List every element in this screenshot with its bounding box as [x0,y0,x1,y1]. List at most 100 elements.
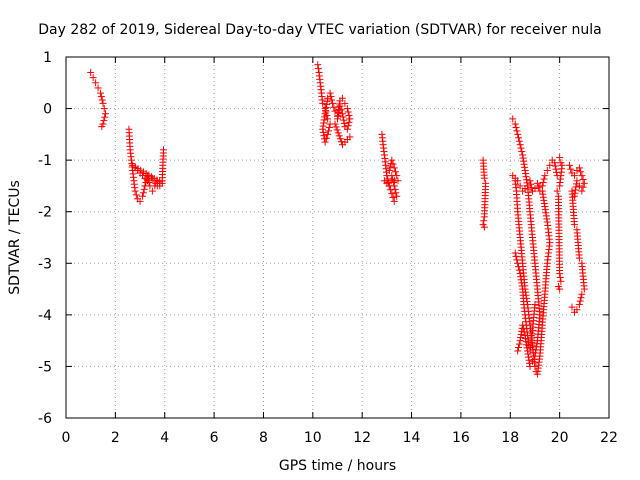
data-point [99,99,107,107]
data-point [541,172,549,180]
data-point [329,99,337,107]
data-point [577,294,585,302]
data-point [331,120,339,128]
data-point [335,132,343,140]
data-point [335,108,343,116]
data-point [334,129,342,137]
data-point [533,179,541,187]
data-point [389,194,397,202]
data-point [390,164,398,172]
x-axis-label: GPS time / hours [279,458,396,474]
data-point [535,183,543,191]
data-point [314,65,322,73]
data-point [514,130,522,138]
data-point [515,134,522,142]
x-tick-label: 22 [600,430,618,446]
data-point [132,191,140,199]
data-point [575,254,583,262]
data-point [321,135,329,143]
data-point [326,89,334,97]
data-point [514,347,522,355]
data-point [556,154,564,162]
data-point [324,130,332,138]
data-point [131,187,139,195]
data-point [145,178,153,186]
data-point [319,128,327,136]
data-point [512,252,520,260]
x-tick-label: 6 [210,430,219,446]
data-point [346,133,354,141]
data-point [344,122,352,130]
data-points [87,61,588,378]
data-point [516,141,524,149]
x-tick-label: 20 [551,430,569,446]
data-point [556,273,564,281]
y-tick-label: 0 [43,102,52,118]
y-tick-label: -2 [38,205,52,221]
data-point [513,127,521,135]
data-point [143,177,151,185]
data-point [511,249,519,257]
data-point [321,138,329,146]
data-point [338,110,346,118]
data-point [385,182,393,190]
data-point [517,144,525,152]
data-point [577,168,585,176]
data-point [580,179,588,187]
data-point [526,177,534,185]
data-point [345,118,353,126]
data-point [101,110,109,118]
data-point [556,270,564,278]
data-point [515,344,522,352]
data-point [576,297,584,305]
data-point [516,337,524,345]
data-point [515,263,522,271]
data-point [575,301,583,309]
data-point [94,84,102,92]
data-point [539,178,547,186]
data-point [344,108,352,116]
data-point [338,94,346,102]
plot-frame [65,56,610,419]
x-tick-label: 12 [353,430,371,446]
data-point [514,259,522,267]
x-tick-label: 14 [403,430,421,446]
y-tick-label: -6 [38,411,52,427]
data-point [531,362,539,370]
data-point [136,197,144,205]
data-point [139,192,147,200]
data-point [570,308,578,316]
data-point [480,223,488,231]
data-point [320,132,328,140]
data-point [567,165,575,173]
data-point [92,79,100,87]
data-point [345,111,353,119]
data-point [389,160,397,168]
data-point [557,277,565,285]
data-point [385,166,393,174]
data-point [336,102,344,110]
data-point [140,185,148,193]
data-point [543,166,551,174]
data-point [393,172,401,180]
data-point [580,285,588,293]
data-point [540,175,548,183]
data-point [538,182,546,190]
data-point [390,197,398,205]
y-tick-label: -1 [38,153,52,169]
data-point [327,93,335,101]
data-point [139,189,147,197]
data-point [334,112,342,120]
data-point [340,116,348,124]
x-tick-label: 4 [160,430,169,446]
chart-title: Day 282 of 2019, Sidereal Day-to-day VTE… [38,22,601,38]
data-point [553,187,561,195]
x-tick-labels: 0 2 4 6 8 10 12 14 16 18 20 22 [62,430,618,446]
data-point [566,161,574,169]
data-point [513,256,521,264]
data-point [386,163,394,171]
data-point [509,115,517,123]
data-point [556,182,564,190]
data-point [578,172,586,180]
data-point [334,115,341,123]
